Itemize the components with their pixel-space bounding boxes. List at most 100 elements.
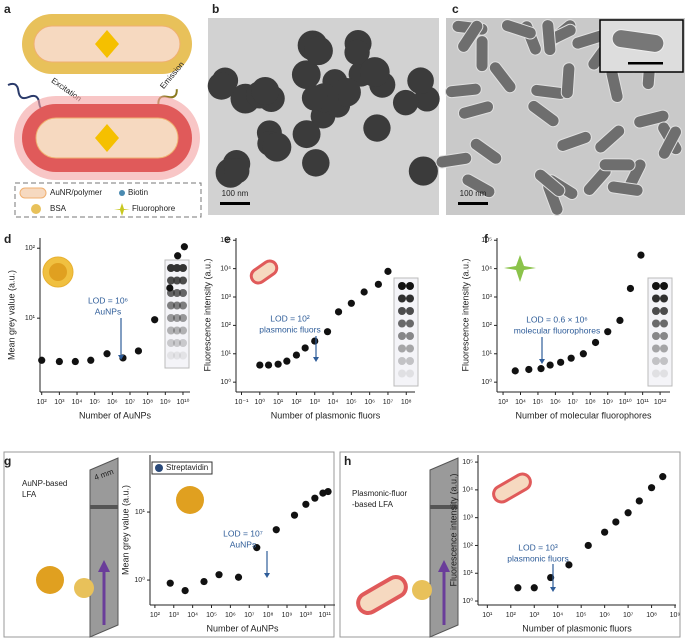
dot: [406, 344, 414, 353]
x-tick-label: 10⁹: [160, 399, 171, 406]
point: [384, 267, 392, 275]
aunp-icon: [176, 486, 204, 514]
dot: [173, 301, 181, 310]
dot: [398, 294, 406, 303]
point: [215, 571, 223, 579]
scale-bar: [628, 62, 663, 65]
point: [323, 328, 332, 336]
x-tick-label: 10⁴: [552, 612, 563, 619]
x-tick-label: 10⁹: [282, 612, 293, 619]
x-tick-label: 10²: [150, 612, 161, 619]
point: [181, 587, 189, 595]
x-tick-label: 10⁷: [383, 399, 394, 406]
dot: [179, 301, 187, 310]
dot: [167, 339, 175, 347]
point: [579, 350, 587, 358]
x-tick-label: 10⁶: [599, 612, 610, 619]
point: [514, 584, 522, 592]
x-tick-label: 10⁴: [72, 399, 83, 406]
point: [334, 308, 343, 316]
point: [626, 284, 635, 293]
y-tick-label: 10⁰: [220, 378, 231, 386]
y-tick-label: 10⁴: [481, 265, 492, 272]
nanorod: [444, 82, 482, 99]
x-tick-label: 10³: [169, 612, 180, 619]
point: [546, 361, 554, 369]
rod-gap: [95, 30, 119, 58]
y-tick-label: 10³: [482, 294, 493, 301]
fluor-icon: [492, 472, 532, 504]
dot: [406, 319, 414, 328]
point: [274, 360, 282, 368]
panel-box: [3, 451, 335, 638]
nanoparticle: [251, 76, 280, 106]
dot: [179, 314, 187, 322]
nanorod: [560, 62, 576, 100]
dot: [652, 369, 660, 378]
legend-swatch: [114, 203, 130, 216]
point: [612, 518, 620, 526]
point: [616, 316, 624, 324]
x-tick-label: 10⁶: [550, 399, 561, 406]
scale-bar: [220, 202, 250, 205]
dot: [652, 357, 660, 365]
scale-bar-label: 100 nm: [222, 189, 249, 198]
nanoparticle: [291, 60, 321, 90]
dot: [173, 339, 181, 347]
x-tick-label: 10⁷: [244, 612, 255, 619]
x-tick-label: 10⁹: [670, 612, 681, 619]
nanorod: [457, 100, 495, 120]
x-tick-label: 10²: [291, 399, 302, 406]
fluor-icon: [249, 259, 279, 285]
point: [511, 367, 519, 375]
panel-label: d: [4, 232, 11, 246]
point: [360, 288, 368, 296]
y-tick-label: 10⁵: [220, 237, 231, 244]
x-tick-label: 10⁵: [206, 612, 217, 619]
annotation: LOD = 10⁶: [88, 295, 128, 305]
point: [290, 511, 299, 519]
x-tick-label: 10¹⁰: [619, 398, 632, 406]
point: [264, 361, 273, 369]
panel-box: [339, 451, 681, 638]
annotation-arrowhead: [539, 359, 545, 364]
x-axis-label: Number of AuNPs: [206, 623, 279, 633]
annotation: molecular fluorophores: [514, 325, 600, 335]
dot: [173, 276, 181, 285]
dot: [398, 357, 406, 365]
lfa-strip: [429, 457, 459, 638]
dot: [652, 307, 660, 315]
annotation: AuNPs: [230, 539, 256, 549]
point: [374, 280, 382, 288]
point: [347, 299, 355, 307]
dot: [652, 294, 660, 303]
y-tick-label: 10¹: [482, 351, 493, 358]
x-tick-label: 10¹⁰: [299, 611, 312, 619]
x-tick-label: 10¹²: [654, 399, 667, 406]
point: [624, 509, 632, 517]
dot: [398, 307, 406, 315]
nanorod: [606, 180, 644, 197]
dot: [406, 357, 414, 365]
nanoparticle: [392, 89, 419, 116]
point: [200, 577, 208, 586]
y-tick-label: 10¹: [463, 570, 474, 577]
nanorod: [556, 130, 592, 152]
point: [283, 357, 291, 365]
lfa-label: LFA: [22, 490, 37, 499]
y-tick-label: 10²: [221, 322, 232, 329]
point: [134, 347, 143, 355]
dot: [173, 314, 181, 322]
point: [584, 541, 592, 550]
point: [537, 365, 545, 373]
dot: [406, 282, 414, 290]
dot: [179, 264, 187, 272]
plasmonic-fluor: [356, 575, 408, 615]
point: [601, 528, 609, 536]
dot: [398, 319, 406, 328]
legend-label: Biotin: [128, 188, 148, 197]
x-tick-label: 10⁴: [328, 399, 339, 406]
dot: [173, 264, 181, 272]
legend-swatch: [155, 464, 163, 472]
y-axis-label: Mean grey value (a.u.): [120, 485, 130, 575]
